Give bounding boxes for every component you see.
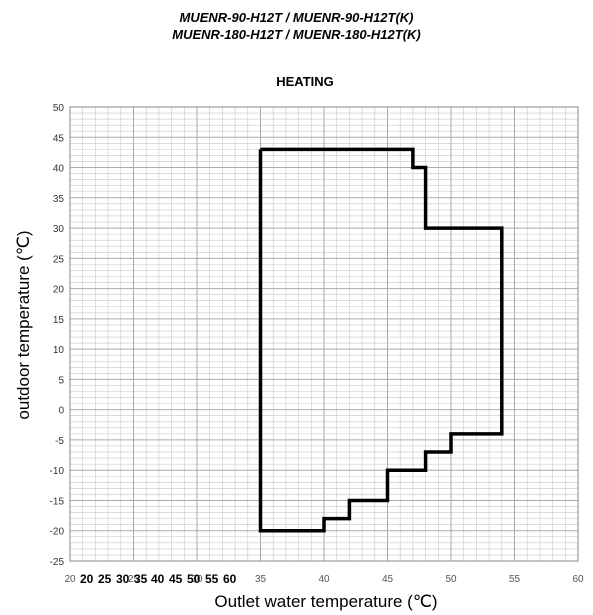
y-tick-label: 5 <box>58 375 64 386</box>
overlay-tick-label: 20 <box>80 572 94 586</box>
y-tick-label: 0 <box>58 406 64 417</box>
x-tick-label: 55 <box>509 574 521 585</box>
y-tick-label: 25 <box>53 254 65 265</box>
y-tick-label: 15 <box>53 315 65 326</box>
x-tick-label: 50 <box>445 574 457 585</box>
y-tick-label: 30 <box>53 224 65 235</box>
y-tick-label: 40 <box>53 164 65 175</box>
overlay-tick-label: 60 <box>223 572 237 586</box>
overlay-tick-label: 30 <box>116 572 130 586</box>
x-tick-label: 45 <box>382 574 394 585</box>
y-tick-label: 50 <box>53 103 65 114</box>
y-tick-label: 10 <box>53 345 65 356</box>
chart-title: HEATING <box>276 74 334 89</box>
overlay-tick-label: 25 <box>98 572 112 586</box>
x-tick-label: 35 <box>255 574 267 585</box>
operating-range-line <box>258 147 504 533</box>
series-group <box>258 147 504 533</box>
overlay-tick-label: 50 <box>187 572 201 586</box>
overlay-tick-label: 55 <box>205 572 219 586</box>
model-line-1: MUENR-90-H12T / MUENR-90-H12T(K) <box>179 10 414 25</box>
x-axis-label: Outlet water temperature (℃) <box>214 592 437 611</box>
y-tick-label: 45 <box>53 133 65 144</box>
y-tick-label: -15 <box>50 496 65 507</box>
x-tick-label: 60 <box>572 574 584 585</box>
x-tick-label: 30 <box>191 574 203 585</box>
y-tick-label: 35 <box>53 194 65 205</box>
x-tick-label: 20 <box>64 574 76 585</box>
overlay-tick-labels: 20 25 30 35 40 45 50 55 60 <box>80 572 237 586</box>
plot-frame <box>69 106 579 562</box>
model-line-2: MUENR-180-H12T / MUENR-180-H12T(K) <box>172 27 421 42</box>
y-tick-label: -25 <box>50 557 65 568</box>
x-axis-ticks: 20 25 30 35 40 45 50 55 60 <box>64 574 584 585</box>
x-tick-label: 40 <box>318 574 330 585</box>
overlay-tick-label: 35 <box>134 572 148 586</box>
x-tick-label: 25 <box>128 574 140 585</box>
overlay-tick-label: 40 <box>151 572 165 586</box>
overlay-tick-label: 45 <box>169 572 183 586</box>
y-tick-label: -10 <box>50 466 65 477</box>
y-tick-label: -5 <box>55 436 64 447</box>
y-tick-label: 20 <box>53 285 65 296</box>
y-tick-label: -20 <box>50 527 65 538</box>
y-axis-label: outdoor temperature (℃) <box>14 230 33 419</box>
